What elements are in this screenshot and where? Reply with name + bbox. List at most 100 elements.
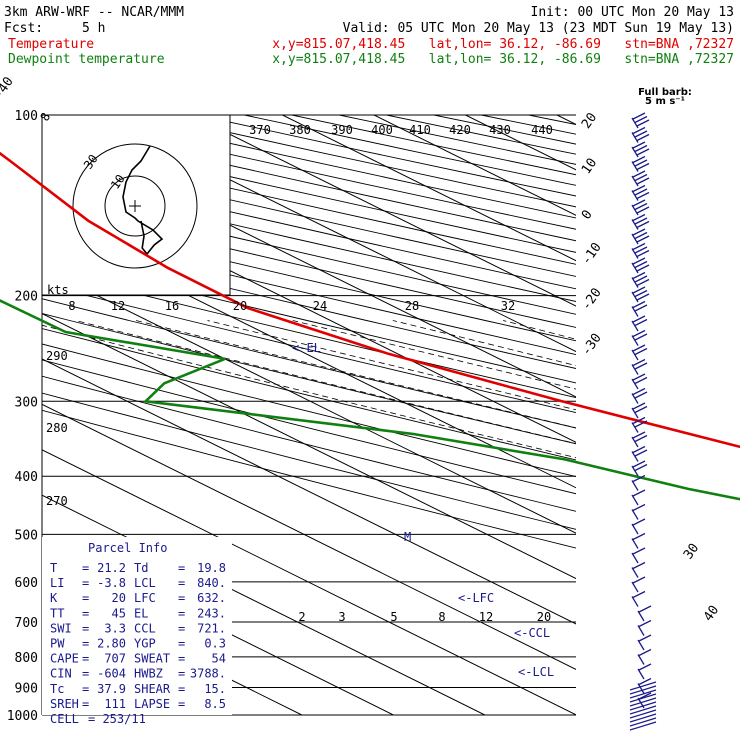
theta-label-left: 290 — [46, 349, 68, 363]
temperature-tick: -30 — [579, 331, 605, 359]
legend-temperature-info: x,y=815.07,418.45 lat,lon= 36.12, -86.69… — [272, 37, 734, 52]
hodograph-speed-tick: 32 — [501, 299, 515, 313]
hodograph-speed-tick: 12 — [111, 299, 125, 313]
temperature-tick: -20 — [579, 286, 605, 314]
parcel-label: LAPSE — [134, 697, 170, 711]
parcel-label: K — [50, 591, 58, 605]
parcel-equals: = — [178, 621, 185, 635]
isotherm — [649, 115, 740, 715]
wind-barb-flag — [634, 144, 648, 153]
wind-barb-staff — [637, 625, 645, 636]
wind-barb-flag — [634, 289, 648, 298]
parcel-equals: = — [82, 621, 89, 635]
wind-barb-flag — [632, 373, 646, 381]
dry-adiabat — [42, 242, 576, 369]
parcel-value: 721. — [197, 621, 226, 635]
pressure-tick-1000: 1000 — [7, 709, 38, 724]
temperature-tick: -40 — [0, 74, 17, 102]
wind-barb-flag — [634, 231, 648, 240]
parcel-value: 840. — [197, 576, 226, 590]
wind-barb-flag — [632, 387, 646, 396]
moist-adiabat — [702, 321, 740, 716]
theta-label-left: 270 — [46, 494, 68, 508]
wind-barb-flag — [632, 474, 646, 483]
wind-barb-flag — [636, 191, 650, 200]
parcel-value: -604 — [97, 667, 126, 681]
wind-barb-flag — [632, 445, 646, 454]
wind-barb-flag — [634, 115, 648, 124]
wind-barb-flag — [634, 391, 648, 399]
wind-barb-flag — [632, 576, 646, 584]
parcel-label: TT — [50, 606, 64, 620]
wind-barb-flag — [632, 402, 646, 410]
wind-barb-low-level — [629, 713, 657, 723]
wind-barb-flag — [632, 503, 646, 512]
wind-barb-flag — [634, 202, 648, 211]
pressure-tick-700: 700 — [15, 616, 38, 631]
pressure-tick-600: 600 — [15, 576, 38, 591]
mixing-ratio-label: 3 — [338, 610, 345, 624]
parcel-equals: = — [178, 667, 185, 681]
wind-barb-flag — [632, 344, 646, 352]
dry-adiabat — [433, 115, 576, 145]
parcel-label: Tc — [50, 682, 64, 696]
dewpoint-line — [0, 299, 740, 501]
parcel-info-box — [42, 537, 232, 715]
wind-barb-flag — [632, 489, 646, 497]
parcel-info-title: Parcel Info — [88, 541, 167, 555]
wind-barb-low-level — [629, 685, 657, 695]
isotherm — [465, 115, 576, 171]
wind-barb-staff — [631, 306, 639, 317]
parcel-equals: = — [178, 652, 185, 666]
wind-barb-staff — [631, 219, 639, 230]
isotherm — [282, 115, 576, 262]
isotherm — [42, 267, 576, 534]
hodograph-ring-inner — [104, 175, 166, 237]
theta-label: 410 — [409, 123, 431, 137]
wind-barb-flag — [632, 112, 646, 120]
parcel-label: T — [50, 561, 57, 575]
wind-barb-low-level — [629, 681, 657, 691]
wind-barb-staff — [631, 349, 639, 361]
dry-adiabat — [149, 115, 576, 208]
parcel-label: Td — [134, 561, 148, 575]
wind-barb-staff — [631, 509, 639, 520]
pressure-tick-800: 800 — [15, 651, 38, 666]
wind-barb-flag — [634, 275, 648, 283]
wind-barb-low-level — [629, 721, 657, 731]
wind-barb-staff — [631, 204, 639, 216]
wind-barb-low-level — [629, 693, 657, 703]
parcel-value: 3.3 — [104, 621, 126, 635]
model-title: 3km ARW-WRF -- NCAR/MMM — [4, 5, 184, 20]
hodograph-ring-label-outer: 30 — [81, 152, 101, 172]
wind-barb-staff — [631, 538, 639, 549]
wind-barb-staff — [637, 654, 645, 665]
lfc-marker: <-LFC — [458, 591, 494, 605]
wind-barb-flag — [634, 376, 648, 385]
wind-barb-flag — [636, 177, 650, 185]
wind-barb-flag — [632, 532, 646, 541]
parcel-value: 54 — [212, 652, 226, 666]
wind-barb-flag — [632, 431, 646, 439]
lcl-marker: <-LCL — [518, 665, 554, 679]
wind-barb-flag — [632, 300, 646, 309]
dry-adiabat — [42, 283, 576, 414]
wind-barb-flag — [634, 130, 648, 138]
forecast-label: Fcst: — [4, 21, 43, 36]
theta-label: 390 — [331, 123, 353, 137]
parcel-label: YGP — [134, 637, 156, 651]
parcel-label: CELL — [50, 712, 79, 726]
wind-barb-staff — [631, 552, 639, 564]
wind-barb-flag — [632, 329, 646, 338]
wind-barb-flag — [632, 126, 646, 135]
theta-label: 440 — [531, 123, 553, 137]
hodograph-speed-tick: 20 — [233, 299, 247, 313]
parcel-label: HWBZ — [134, 667, 163, 681]
wind-barb-staff — [631, 436, 639, 448]
wind-barb-staff — [631, 291, 639, 303]
pressure-tick-300: 300 — [15, 395, 38, 410]
wind-barb-flag — [636, 278, 650, 287]
wind-barb-flag — [632, 155, 646, 164]
theta-label: 380 — [289, 123, 311, 137]
wind-barb-flag — [638, 648, 652, 657]
